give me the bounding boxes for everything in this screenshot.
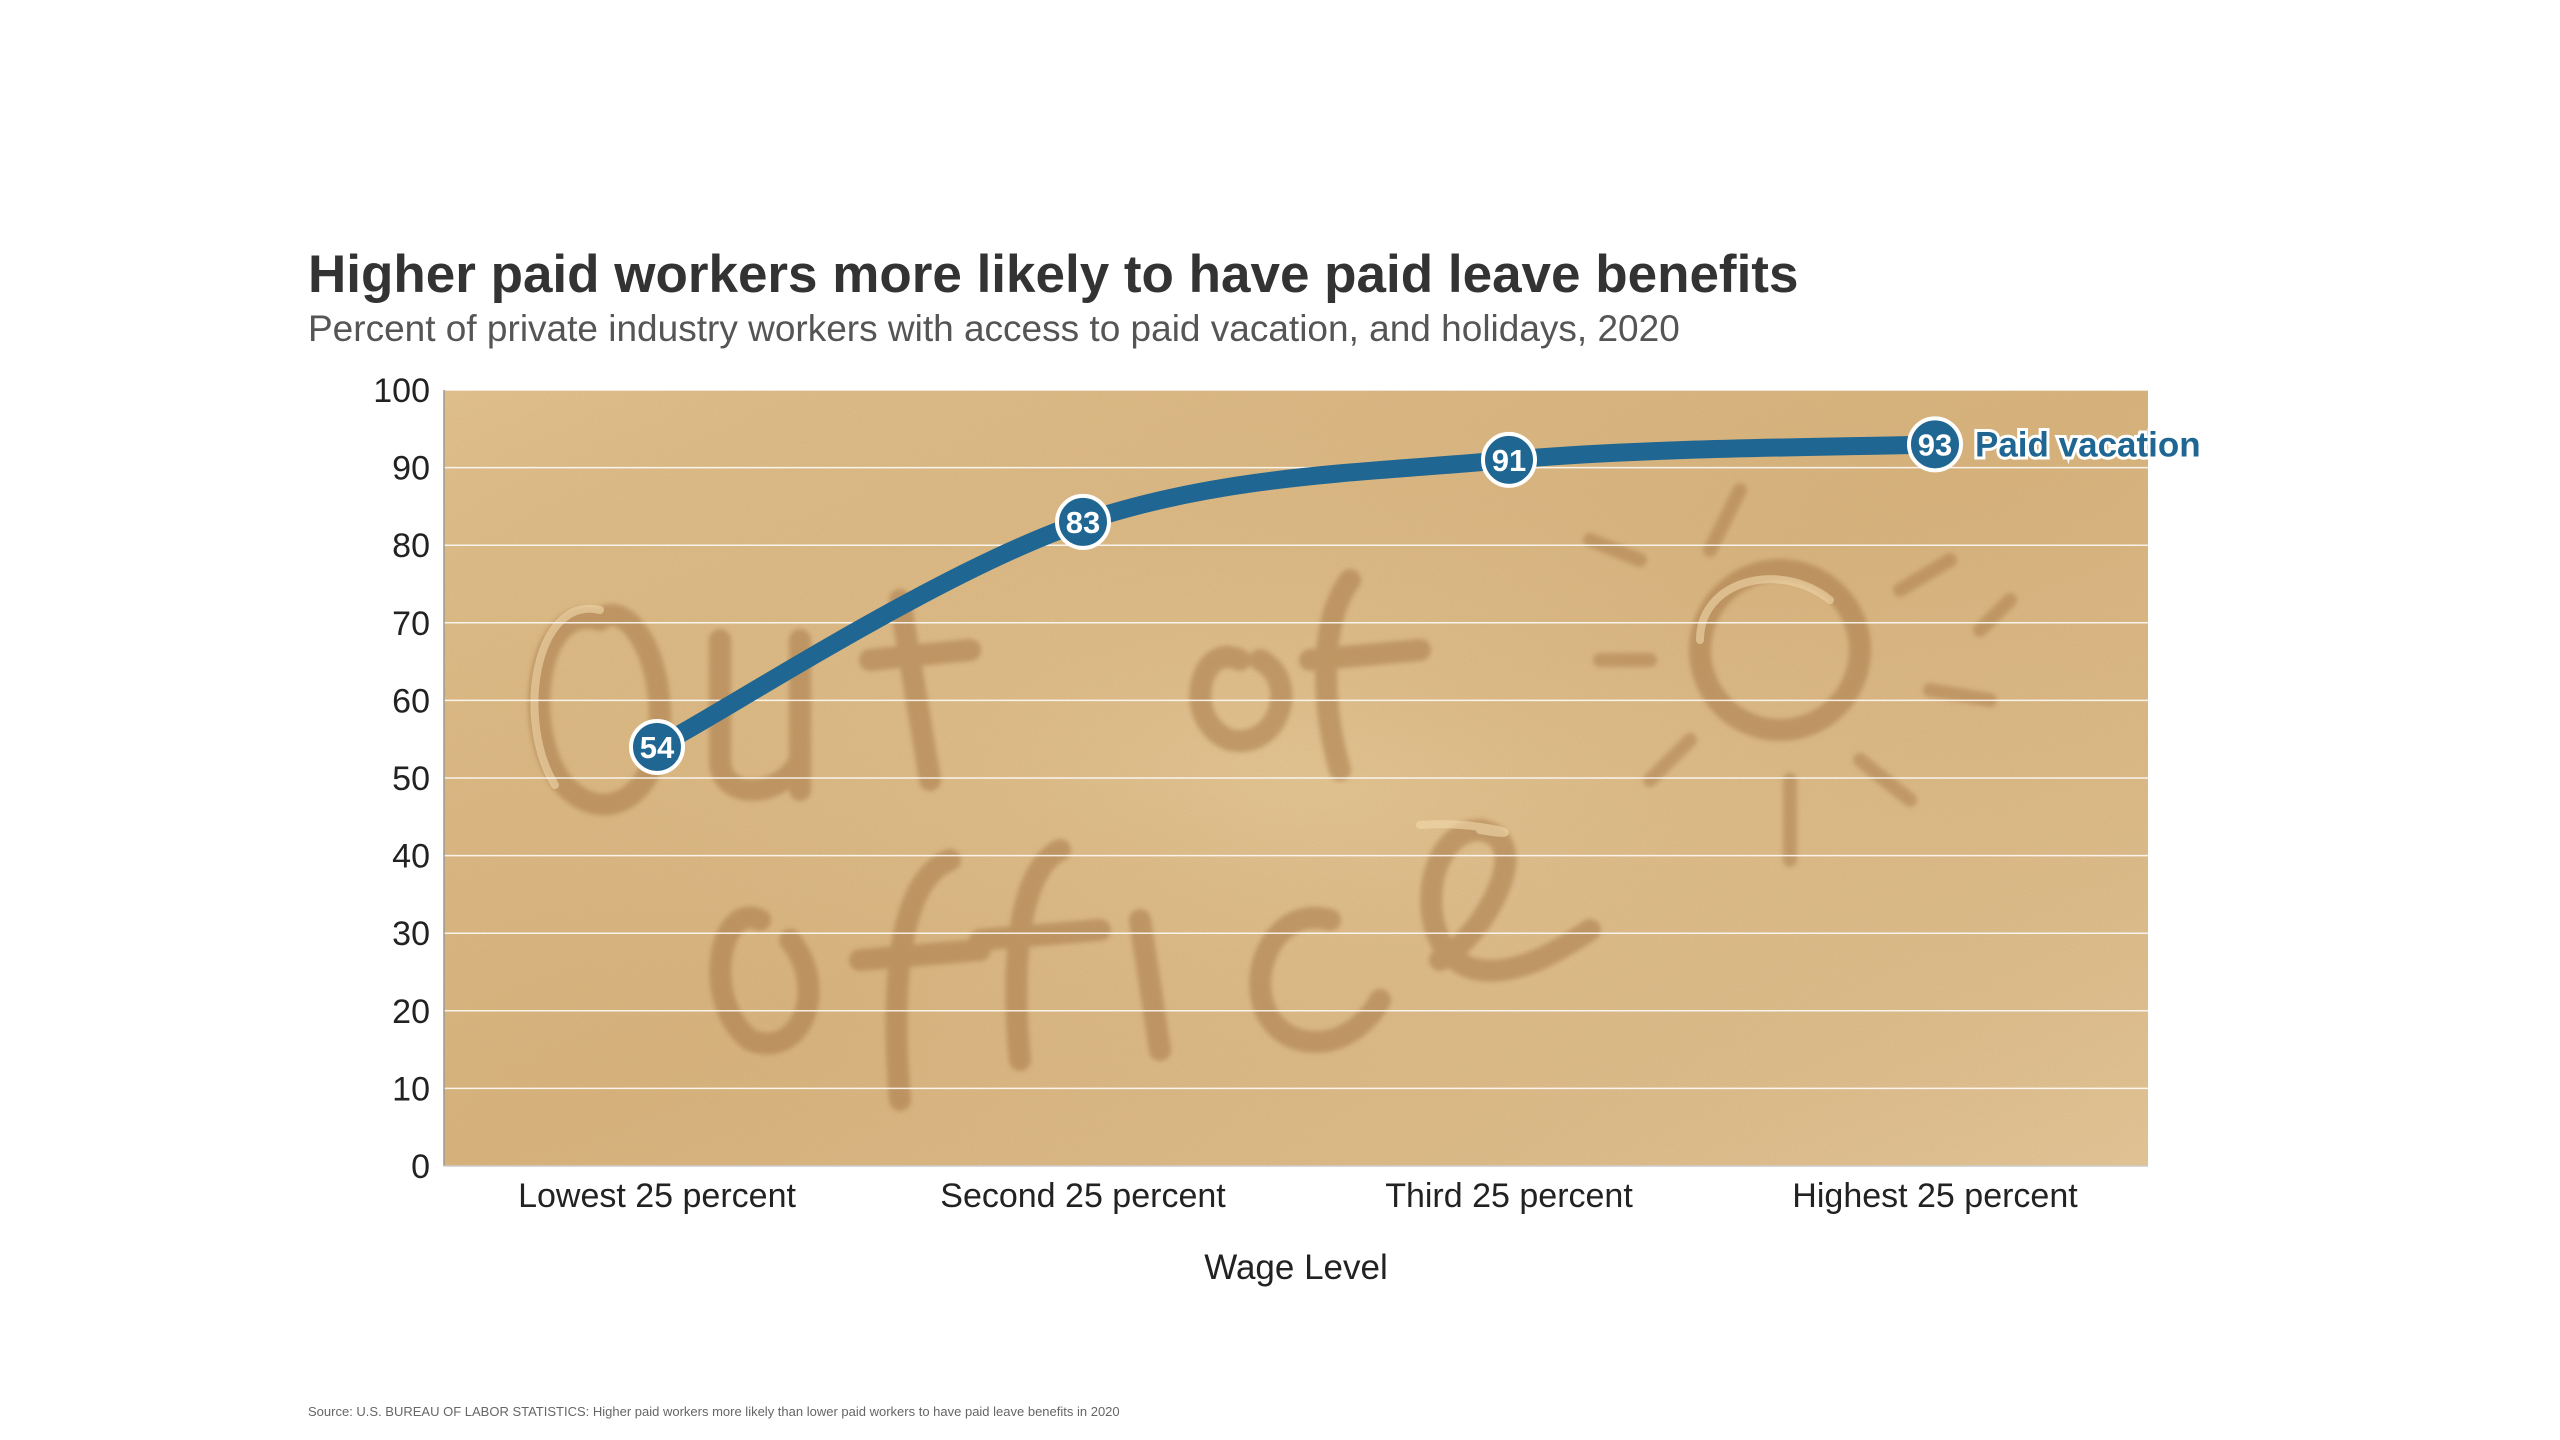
x-tick-label: Third 25 percent	[1385, 1177, 1633, 1215]
y-tick-label: 80	[392, 527, 430, 565]
data-label: 91	[1492, 443, 1526, 478]
y-tick-label: 0	[411, 1148, 430, 1186]
y-tick-label: 30	[392, 915, 430, 953]
data-label: 54	[640, 730, 675, 765]
data-point	[1055, 493, 1111, 550]
y-tick-label: 70	[392, 605, 430, 643]
x-tick-label: Lowest 25 percent	[518, 1177, 796, 1215]
data-point	[1481, 431, 1537, 488]
series-name-label: Paid vacation	[1975, 425, 2201, 464]
x-axis-title: Wage Level	[1204, 1248, 1388, 1287]
data-point	[1907, 416, 1963, 473]
y-tick-label: 50	[392, 760, 430, 798]
sand-drawing	[528, 483, 2017, 1111]
x-tick-labels: Lowest 25 percent Second 25 percent Third …	[518, 1177, 2078, 1215]
y-tick-labels: 0 10 20 30 40 50 60 70 80 90 100	[373, 372, 430, 1186]
y-tick-label: 60	[392, 682, 430, 720]
x-tick-label: Second 25 percent	[940, 1177, 1226, 1215]
data-point	[629, 718, 685, 775]
chart-subtitle: Percent of private industry workers with…	[308, 308, 1680, 349]
data-label: 83	[1066, 505, 1100, 540]
y-tick-label: 10	[392, 1070, 430, 1108]
source-note: Source: U.S. BUREAU OF LABOR STATISTICS:…	[308, 1404, 1120, 1419]
y-tick-label: 40	[392, 838, 430, 876]
series-line-paid-vacation	[648, 435, 1944, 756]
y-tick-label: 100	[373, 372, 430, 410]
y-tick-label: 90	[392, 450, 430, 488]
x-tick-label: Highest 25 percent	[1792, 1177, 2078, 1215]
chart-title: Higher paid workers more likely to have …	[308, 245, 1799, 304]
y-tick-label: 20	[392, 993, 430, 1031]
data-label: 93	[1918, 427, 1952, 462]
series-group: 54 83 91 93 Paid vacation	[629, 416, 2204, 775]
